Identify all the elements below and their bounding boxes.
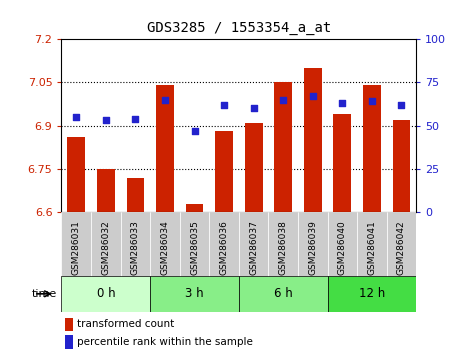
- Bar: [387, 212, 416, 308]
- Point: [161, 97, 169, 103]
- Bar: [327, 276, 416, 312]
- Bar: [121, 212, 150, 308]
- Text: GSM286038: GSM286038: [279, 220, 288, 275]
- Point: [368, 98, 376, 104]
- Bar: [268, 212, 298, 308]
- Text: 12 h: 12 h: [359, 287, 385, 300]
- Point: [398, 102, 405, 108]
- Text: GSM286034: GSM286034: [160, 220, 169, 275]
- Bar: [65, 318, 73, 331]
- Point: [72, 114, 80, 120]
- Bar: [333, 114, 351, 212]
- Text: percentile rank within the sample: percentile rank within the sample: [78, 337, 254, 347]
- Bar: [215, 131, 233, 212]
- Text: GSM286033: GSM286033: [131, 220, 140, 275]
- Bar: [245, 123, 263, 212]
- Bar: [185, 204, 203, 212]
- Bar: [150, 276, 239, 312]
- Bar: [67, 137, 85, 212]
- Bar: [239, 276, 327, 312]
- Bar: [327, 212, 357, 308]
- Bar: [91, 212, 121, 308]
- Point: [339, 100, 346, 106]
- Bar: [239, 212, 269, 308]
- Bar: [209, 212, 239, 308]
- Bar: [180, 212, 209, 308]
- Point: [131, 116, 139, 121]
- Text: GSM286040: GSM286040: [338, 220, 347, 275]
- Text: 3 h: 3 h: [185, 287, 204, 300]
- Point: [250, 105, 257, 111]
- Bar: [150, 212, 180, 308]
- Point: [309, 93, 316, 99]
- Bar: [393, 120, 410, 212]
- Bar: [65, 335, 73, 349]
- Bar: [61, 212, 91, 308]
- Text: GSM286037: GSM286037: [249, 220, 258, 275]
- Text: GSM286042: GSM286042: [397, 220, 406, 275]
- Bar: [156, 85, 174, 212]
- Text: GDS3285 / 1553354_a_at: GDS3285 / 1553354_a_at: [147, 21, 331, 35]
- Text: GSM286039: GSM286039: [308, 220, 317, 275]
- Point: [280, 97, 287, 103]
- Bar: [274, 82, 292, 212]
- Text: GSM286032: GSM286032: [101, 220, 110, 275]
- Bar: [97, 169, 114, 212]
- Bar: [304, 68, 322, 212]
- Bar: [363, 85, 381, 212]
- Bar: [61, 276, 150, 312]
- Point: [102, 118, 110, 123]
- Text: GSM286035: GSM286035: [190, 220, 199, 275]
- Point: [220, 102, 228, 108]
- Bar: [357, 212, 387, 308]
- Bar: [126, 178, 144, 212]
- Text: 0 h: 0 h: [96, 287, 115, 300]
- Point: [191, 128, 198, 134]
- Text: transformed count: transformed count: [78, 319, 175, 329]
- Text: time: time: [32, 289, 57, 299]
- Text: GSM286036: GSM286036: [219, 220, 228, 275]
- Text: 6 h: 6 h: [274, 287, 293, 300]
- Text: GSM286041: GSM286041: [368, 220, 377, 275]
- Text: GSM286031: GSM286031: [72, 220, 81, 275]
- Bar: [298, 212, 327, 308]
